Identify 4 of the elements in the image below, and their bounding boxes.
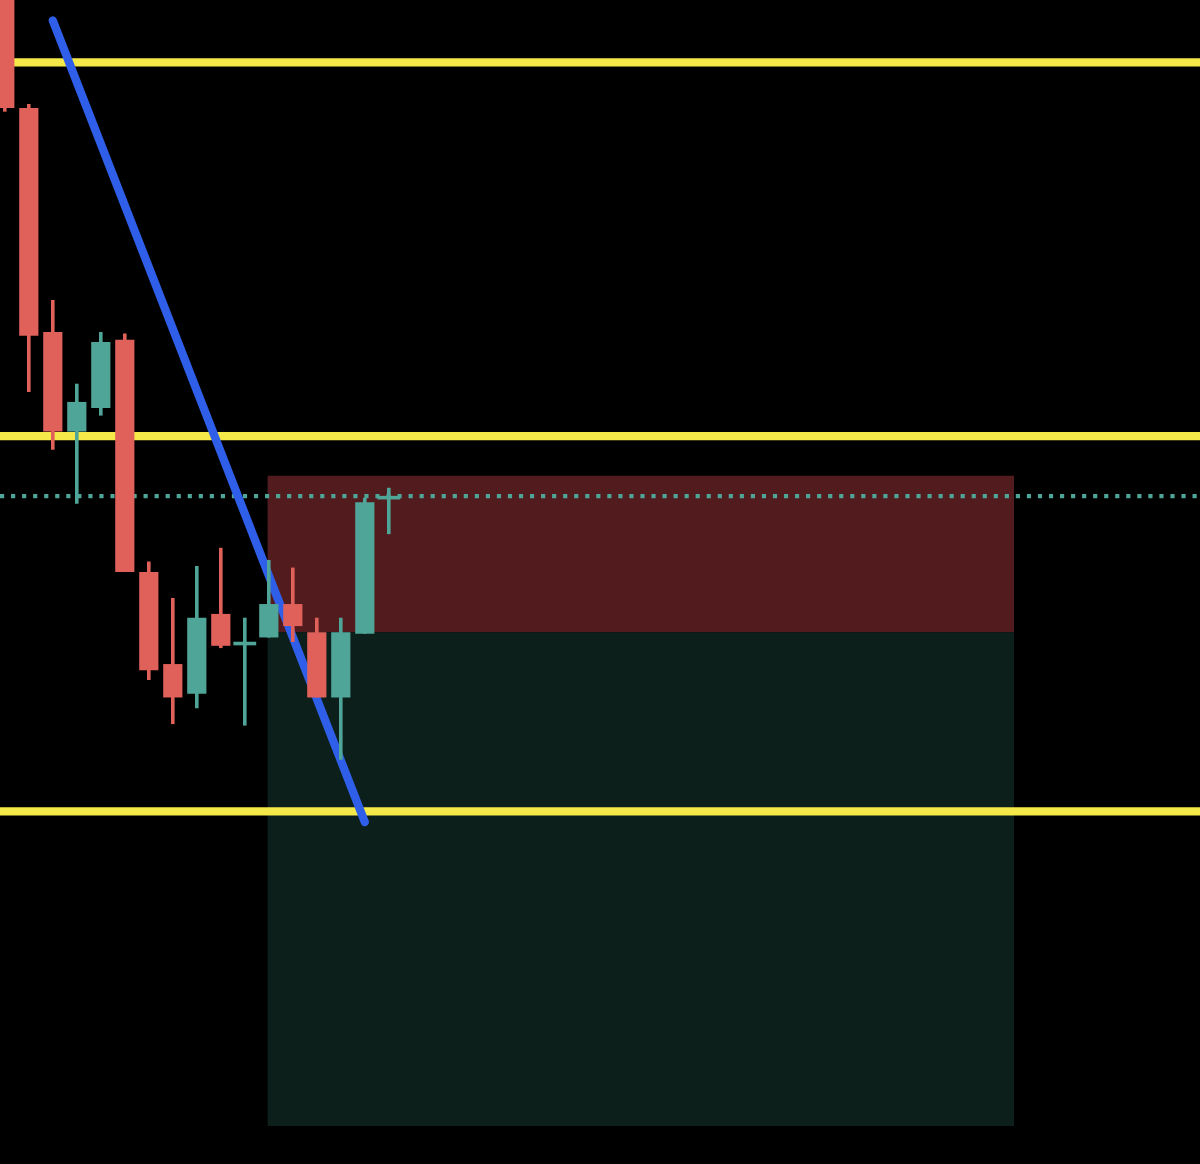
candlestick [259,558,279,640]
candlestick [283,565,303,644]
candlestick [211,546,231,650]
candlestick [163,596,183,726]
